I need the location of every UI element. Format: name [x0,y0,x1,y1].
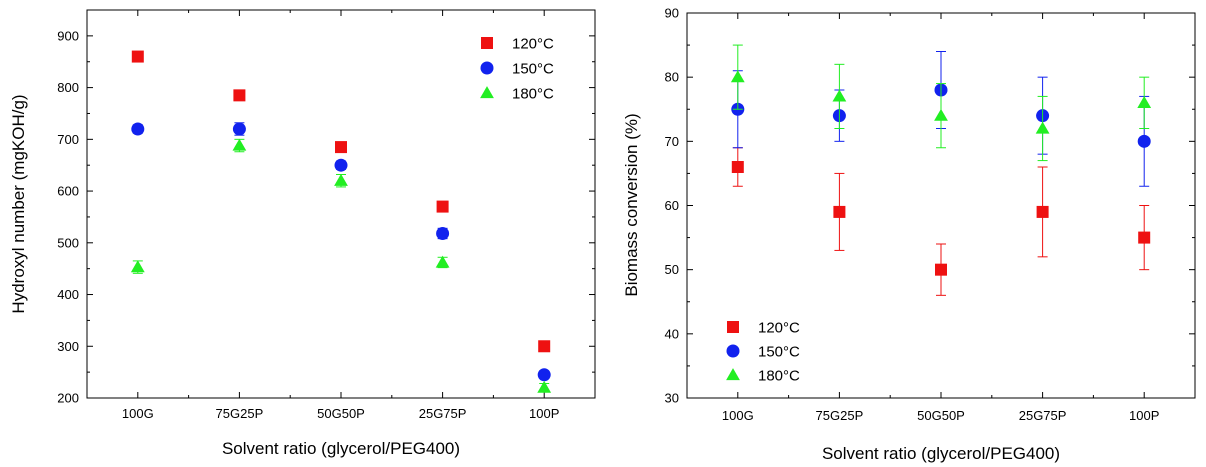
data-point [334,158,348,172]
y-tick-label: 50 [665,262,679,277]
y-tick-label: 200 [57,391,79,406]
data-point [1137,134,1151,148]
x-tick-label: 25G75P [419,406,467,421]
data-point [232,122,246,136]
series-180-c [730,44,1152,162]
y-tick-label: 500 [57,235,79,250]
series-120-c [131,50,551,353]
legend-marker [727,321,739,333]
data-point [731,161,744,173]
legend-marker [481,37,493,49]
data-point [233,89,246,102]
y-axis-label: Hydroxyl number (mgKOH/g) [9,94,28,313]
x-tick-label: 75G25P [816,408,864,423]
data-point [436,200,449,213]
legend-marker [480,86,494,99]
y-tick-label: 300 [57,339,79,354]
y-tick-label: 40 [665,326,679,341]
x-tick-label: 100G [122,406,154,421]
legend-label: 180°C [512,86,554,103]
legend-label: 150°C [512,61,554,78]
y-axis-label: Biomass conversion (%) [622,113,641,296]
x-tick-label: 50G50P [917,408,965,423]
data-point [335,141,347,154]
legend: 120°C 150°C 180°C [480,36,554,103]
data-point [1137,95,1152,108]
data-point [833,205,846,218]
legend: 120°C 150°C 180°C [726,320,800,385]
hydroxyl-number-chart: Solvent ratio (glycerol/PEG400) Hydroxyl… [9,9,596,458]
data-point [537,380,552,393]
data-point [537,368,551,382]
y-tick-label: 800 [57,80,79,95]
data-point [538,340,551,353]
x-axis-label: Solvent ratio (glycerol/PEG400) [222,439,460,458]
x-tick-label: 100G [722,408,754,423]
y-tick-label: 400 [57,287,79,302]
y-tick-label: 80 [665,70,679,85]
legend-marker [726,344,740,358]
x-tick-label: 100P [1129,408,1159,423]
data-point [934,108,948,121]
data-point [1036,205,1049,218]
series-180-c [130,138,552,393]
data-marks [130,50,552,393]
legend-label: 120°C [512,36,554,53]
data-point [334,173,348,186]
data-point [832,89,847,102]
data-point [130,260,145,273]
data-point [436,226,450,240]
legend-marker [480,61,494,75]
data-marks [730,44,1152,296]
data-point [730,70,745,83]
x-axis-label: Solvent ratio (glycerol/PEG400) [822,444,1060,463]
x-tick-label: 50G50P [317,406,365,421]
data-point [1138,231,1151,244]
y-tick-label: 90 [665,6,679,21]
x-tick-label: 100P [529,406,559,421]
y-tick-label: 70 [665,134,679,149]
series-150-c [131,122,551,382]
y-tick-label: 900 [57,28,79,43]
axis-ticks: 30 40 50 60 70 80 90 100G 75G25P 50G50P 25G75P 100P [665,6,1195,423]
y-tick-label: 30 [665,391,679,406]
data-point [435,255,450,268]
legend-label: 150°C [758,344,800,361]
legend-label: 180°C [758,368,800,385]
data-point [935,263,947,276]
y-tick-label: 60 [665,198,679,213]
legend-marker [726,368,740,381]
data-point [131,122,145,136]
data-point [1035,121,1050,134]
y-tick-label: 600 [57,184,79,199]
biomass-conversion-chart: Solvent ratio (glycerol/PEG400) Biomass … [622,6,1196,463]
x-tick-label: 75G25P [216,406,264,421]
x-tick-label: 25G75P [1019,408,1067,423]
data-point [131,50,144,63]
series-120-c [731,147,1151,296]
axis-ticks: 200 300 400 500 600 700 800 900 100G 75G25P 50G50P… [57,10,595,421]
data-point [232,138,247,151]
legend-label: 120°C [758,320,800,337]
y-tick-label: 700 [57,132,79,147]
